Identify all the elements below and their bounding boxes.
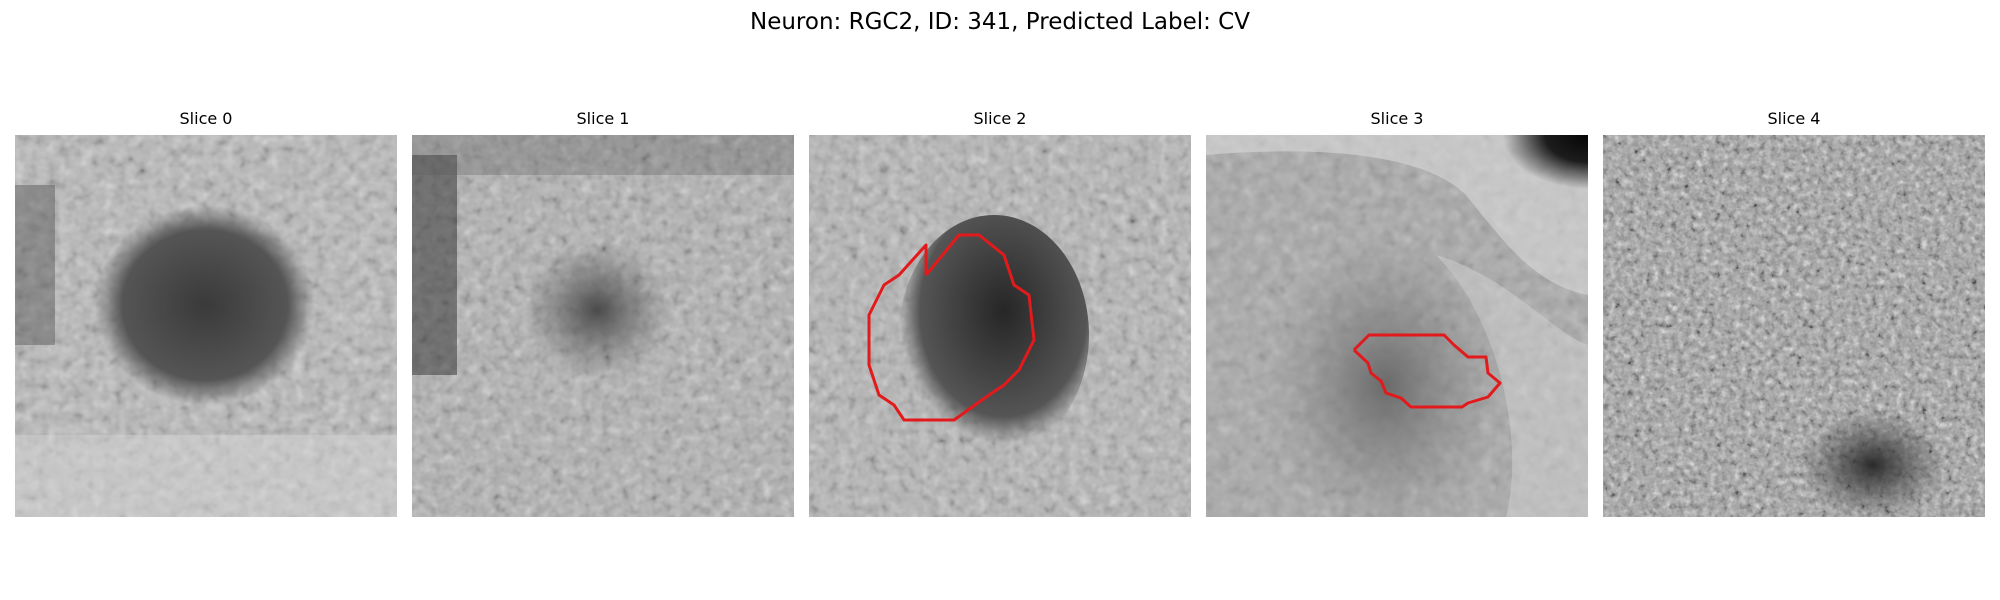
slice-panel-1: Slice 1	[412, 108, 794, 517]
slice-image-1	[412, 135, 794, 517]
slice-panel-0: Slice 0	[15, 108, 397, 517]
slice-title: Slice 2	[973, 109, 1027, 128]
slice-title: Slice 1	[576, 109, 630, 128]
slice-title: Slice 0	[179, 109, 233, 128]
slice-panel-2: Slice 2	[809, 108, 1191, 517]
slice-panel-4: Slice 4	[1603, 108, 1985, 517]
slice-title: Slice 3	[1370, 109, 1424, 128]
slice-image-0	[15, 135, 397, 517]
slice-image-4	[1603, 135, 1985, 517]
slice-title: Slice 4	[1767, 109, 1821, 128]
segmentation-contour	[867, 233, 1036, 422]
slice-panel-3: Slice 3	[1206, 108, 1588, 517]
figure-title: Neuron: RGC2, ID: 341, Predicted Label: …	[750, 9, 1250, 35]
segmentation-contour	[1352, 333, 1502, 409]
slice-image-2	[809, 135, 1191, 517]
slice-image-3	[1206, 135, 1588, 517]
